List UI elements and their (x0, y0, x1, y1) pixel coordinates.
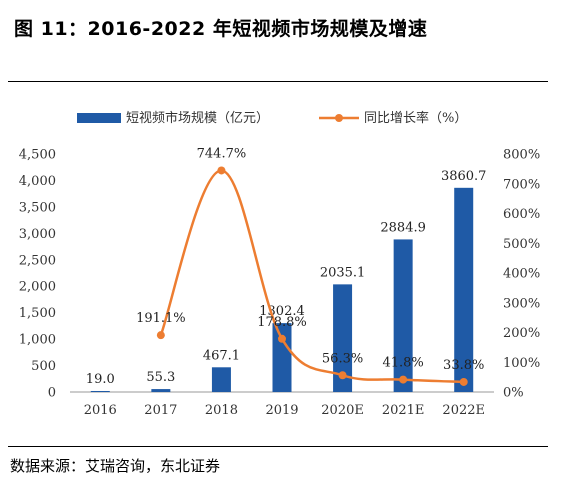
y-left-tick-label: 4,000 (19, 174, 56, 189)
growth-point (338, 371, 347, 380)
legend-bar-swatch (77, 113, 121, 123)
bar (211, 367, 231, 392)
bar-value-label: 3860.7 (441, 169, 487, 184)
growth-point (278, 334, 286, 343)
growth-point (217, 166, 226, 175)
y-right-tick-label: 100% (503, 356, 540, 371)
y-right-tick-label: 800% (503, 148, 540, 163)
legend: 短视频市场规模（亿元） 同比增长率（%） (77, 110, 467, 126)
growth-line (156, 166, 468, 386)
x-tick-label: 2019 (265, 403, 298, 418)
bar (90, 390, 110, 392)
bar-value-label: 467.1 (203, 348, 240, 363)
growth-value-label: 56.3% (322, 351, 363, 366)
y-right-tick-label: 0% (503, 386, 524, 401)
y-right-tick-label: 500% (503, 237, 540, 252)
y-left-tick-label: 0 (48, 386, 56, 401)
growth-point (399, 375, 408, 384)
y-left-tick-label: 500 (31, 359, 56, 374)
x-tick-label: 2017 (144, 403, 177, 418)
legend-line-label: 同比增长率（%） (364, 110, 467, 126)
bar-value-label: 55.3 (146, 370, 175, 385)
y-right-tick-label: 600% (503, 207, 540, 222)
figure-title: 图 11：2016-2022 年短视频市场规模及增速 (14, 18, 428, 40)
x-tick-label: 2022E (442, 403, 485, 418)
y-right-tick-label: 300% (503, 296, 540, 311)
growth-value-label: 191.1% (136, 311, 186, 326)
legend-line-marker (335, 114, 343, 122)
y-left-tick-label: 1,500 (19, 306, 56, 321)
y-right-tick-label: 700% (503, 177, 540, 192)
y-left-tick-label: 2,000 (19, 280, 56, 295)
y-left-ticks: 0 500 1,000 1,500 2,000 2,500 3,000 3,500 4,000 4… (19, 148, 56, 401)
y-left-tick-label: 3,000 (19, 227, 56, 242)
bars (90, 187, 474, 392)
bar-value-label: 2884.9 (380, 220, 426, 235)
bar (151, 389, 171, 392)
top-rule (8, 81, 548, 82)
bar (393, 239, 413, 392)
growth-value-label: 41.8% (382, 356, 423, 371)
bar (272, 323, 292, 392)
growth-value-label: 33.8% (443, 358, 484, 373)
bar (333, 284, 353, 392)
growth-value-label: 744.7% (197, 146, 247, 161)
bar-value-label: 19.0 (86, 372, 115, 387)
growth-point (156, 331, 165, 340)
growth-value-label: 178.8% (257, 315, 307, 330)
bar (454, 187, 474, 392)
y-left-tick-label: 2,500 (19, 253, 56, 268)
x-tick-label: 2020E (321, 403, 364, 418)
x-ticks: 2016 2017 2018 2019 2020E 2021E 2022E (84, 403, 485, 418)
x-tick-label: 2018 (205, 403, 238, 418)
y-left-tick-label: 3,500 (19, 200, 56, 215)
x-tick-label: 2016 (84, 403, 117, 418)
bottom-rule (8, 446, 548, 447)
legend-bar-label: 短视频市场规模（亿元） (126, 110, 269, 126)
y-right-ticks: 0% 100% 200% 300% 400% 500% 600% 700% 800% (503, 148, 540, 401)
bar-value-label: 2035.1 (320, 265, 366, 280)
x-tick-label: 2021E (382, 403, 425, 418)
y-left-tick-label: 1,000 (19, 333, 56, 348)
y-left-tick-label: 4,500 (19, 148, 56, 163)
source-note: 数据来源：艾瑞咨询，东北证券 (10, 457, 221, 475)
y-right-tick-label: 400% (503, 267, 540, 282)
growth-point (459, 377, 468, 386)
y-right-tick-label: 200% (503, 326, 540, 341)
growth-labels: 191.1% 744.7% 178.8% 56.3% 41.8% 33.8% (136, 146, 484, 372)
